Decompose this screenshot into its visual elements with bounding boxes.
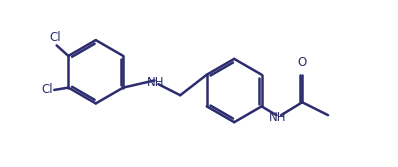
Text: O: O bbox=[298, 56, 307, 69]
Text: Cl: Cl bbox=[50, 31, 61, 43]
Text: NH: NH bbox=[147, 76, 164, 89]
Text: Cl: Cl bbox=[41, 84, 53, 97]
Text: NH: NH bbox=[269, 112, 286, 124]
